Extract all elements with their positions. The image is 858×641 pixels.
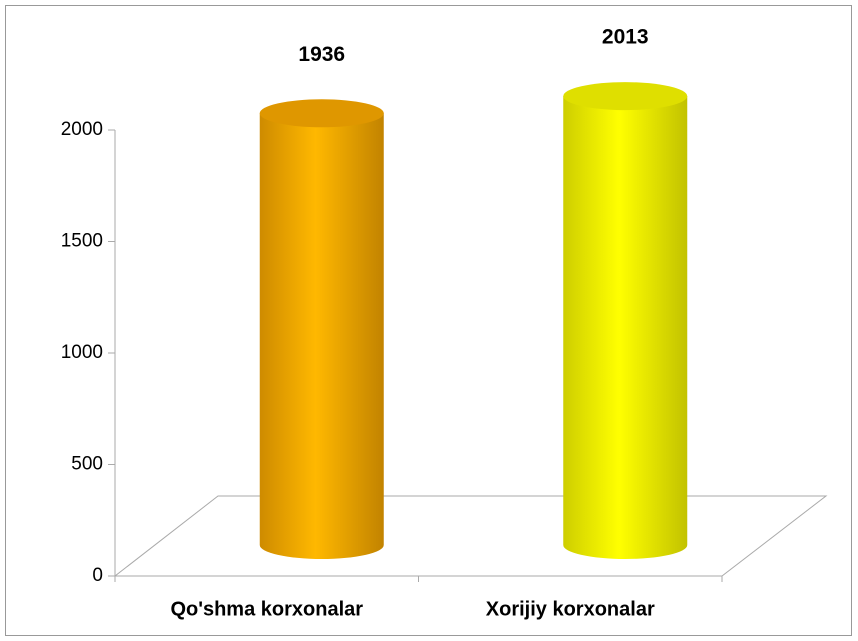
- bar: [563, 96, 688, 559]
- x-tick-label: Qo'shma korxonalar: [170, 598, 363, 620]
- data-label: 2013: [602, 26, 649, 49]
- chart-border: [5, 5, 852, 636]
- bar: [259, 113, 384, 559]
- x-tick-label: Xorijiy korxonalar: [486, 598, 655, 620]
- bar-top: [563, 82, 688, 111]
- y-tick-label: 0: [92, 565, 103, 586]
- y-tick-label: 1500: [61, 231, 103, 252]
- data-label: 1936: [298, 43, 345, 66]
- y-tick-label: 1000: [61, 342, 103, 363]
- floor: [113, 495, 828, 577]
- y-tick-label: 2000: [61, 119, 103, 140]
- y-tick-label: 500: [71, 454, 103, 475]
- bar-top: [259, 99, 384, 128]
